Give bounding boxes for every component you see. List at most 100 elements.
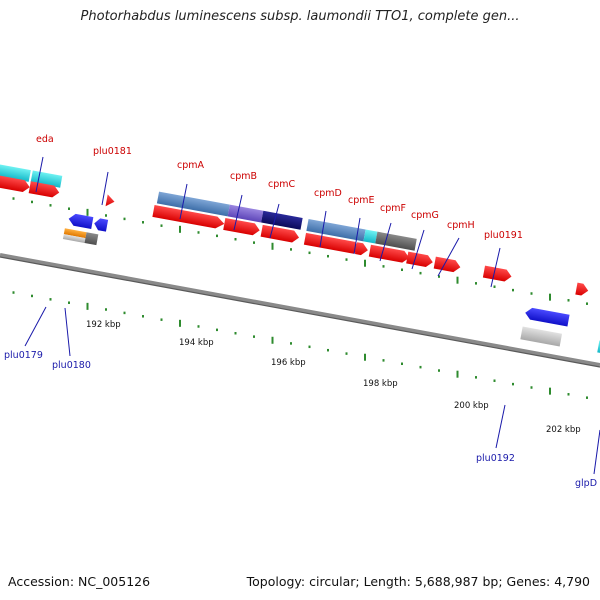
tick-mark [105,308,107,311]
tick-mark [49,204,52,207]
tick-mark [512,288,514,292]
ruler-label: 196 kbp [271,358,306,368]
tick-mark [253,335,255,338]
tick-mark [567,299,570,302]
tick-mark [456,370,459,378]
gene-label-cpmG[interactable]: cpmG [411,210,439,221]
tick-mark [216,234,218,238]
ruler-label: 194 kbp [179,338,214,348]
tick-mark [308,251,311,255]
tick-mark [530,292,533,295]
gene-block-light [62,234,86,244]
tick-mark [12,197,15,200]
tick-mark [586,396,588,399]
gene-label-plu0191[interactable]: plu0191 [484,230,523,241]
gene-label-cpmE[interactable]: cpmE [348,195,375,206]
gene-arrow-forward [575,282,589,296]
gene-arrow-forward [105,194,115,207]
gene-labels-bottom: plu0179 plu0180 plu0192 glpD [4,350,597,489]
tick-mark [456,276,459,284]
tick-mark [327,254,329,258]
tick-mark [438,275,440,278]
tick-mark [475,282,477,285]
tick-mark [123,311,126,315]
genome-backbone [0,253,600,367]
tick-mark [364,353,366,361]
gene-arrow-forward [223,218,260,236]
gene-block-cpmD [306,219,366,242]
gene-arrow-forward [28,181,60,198]
tick-mark [142,315,144,318]
gene-label-plu0181[interactable]: plu0181 [93,146,132,157]
gene-label-plu0180[interactable]: plu0180 [52,360,91,371]
gene-block-cpmF [375,231,417,251]
tick-mark [179,225,181,233]
tick-mark [31,294,33,298]
tick-mark [216,328,218,332]
tick-mark [401,362,403,366]
gene-block-light [520,326,563,347]
tick-mark [31,200,33,204]
leader-lines-bottom [24,306,600,475]
ruler-labels: 192 kbp 194 kbp 196 kbp 198 kbp 200 kbp … [86,320,581,435]
gene-label-cpmB[interactable]: cpmB [230,171,257,182]
gene-arrow-forward [0,174,30,193]
tick-mark [345,352,348,355]
tick-mark [234,331,237,335]
tick-mark [160,224,163,227]
tick-mark [290,342,292,345]
tick-mark [438,369,440,372]
gene-label-cpmH[interactable]: cpmH [447,220,475,231]
tick-row-upper [12,197,588,305]
gene-block-cpmA [156,191,230,217]
tick-mark [530,386,533,389]
tick-mark [586,302,588,305]
map-title: Photorhabdus luminescens subsp. laumondi… [80,9,520,24]
tick-mark [567,393,570,396]
gene-label-cpmF[interactable]: cpmF [380,203,406,214]
gene-arrow-reverse [68,213,94,229]
gene-arrow-reverse [94,218,109,232]
tick-mark [197,231,200,234]
tick-mark [290,248,292,251]
gene-arrow-forward [303,232,362,254]
gene-arrow-forward [355,242,368,256]
ruler-label: 200 kbp [454,401,489,411]
gene-label-glpD[interactable]: glpD [575,478,597,489]
tick-mark [419,365,422,369]
tick-mark [86,302,89,310]
gene-label-cpmD[interactable]: cpmD [314,188,342,199]
gene-label-eda[interactable]: eda [36,134,54,145]
tick-mark [419,271,422,275]
tick-mark [549,293,551,301]
tick-mark [68,207,70,210]
gene-block-cyan [0,163,31,182]
ruler-label: 198 kbp [363,379,398,389]
tick-mark [160,318,163,321]
tick-mark [105,214,107,217]
tick-mark [68,301,70,304]
tick-mark [382,265,385,268]
tick-row-lower [12,291,588,399]
tick-mark [475,376,477,379]
gene-label-plu0179[interactable]: plu0179 [4,350,43,361]
gene-block-cpmB [227,204,264,223]
gene-label-cpmC[interactable]: cpmC [268,179,296,190]
gene-block-cpmC [261,210,303,230]
tick-mark [123,217,126,221]
leader-lines-top [35,156,501,288]
tick-mark [271,242,274,250]
genome-summary-text: Topology: circular; Length: 5,688,987 bp… [246,574,590,589]
gene-label-plu0192[interactable]: plu0192 [476,453,515,464]
tick-mark [493,285,496,288]
tick-mark [49,298,52,301]
gene-block-orange [63,228,87,239]
gene-block-gray [84,232,99,246]
tick-mark [327,348,329,352]
gene-arrow-forward [406,251,433,268]
gene-arrow-forward [368,244,410,263]
gene-arrow-forward [482,265,512,282]
tick-mark [86,208,89,216]
gene-labels-top: eda plu0181 cpmA cpmB cpmC cpmD cpmE cpm… [36,134,523,241]
gene-label-cpmA[interactable]: cpmA [177,160,205,171]
